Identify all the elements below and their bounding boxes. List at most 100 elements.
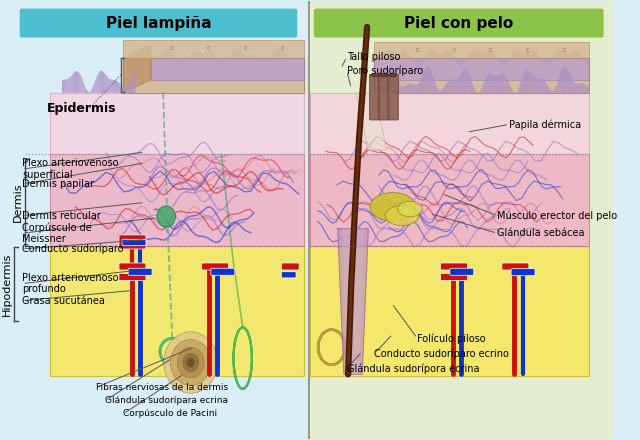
Polygon shape	[115, 80, 116, 93]
Bar	[307, 1, 613, 439]
Polygon shape	[80, 73, 81, 93]
Polygon shape	[50, 246, 304, 376]
FancyBboxPatch shape	[369, 74, 380, 120]
Polygon shape	[424, 67, 426, 93]
Text: Dermis: Dermis	[13, 183, 23, 222]
Text: Fibras nerviosas de la dermis: Fibras nerviosas de la dermis	[96, 383, 228, 392]
Polygon shape	[524, 70, 526, 93]
Text: Folículo piloso: Folículo piloso	[417, 333, 486, 344]
Ellipse shape	[177, 347, 204, 378]
Polygon shape	[507, 77, 509, 93]
Text: c: c	[452, 47, 456, 53]
Polygon shape	[493, 75, 496, 93]
Polygon shape	[532, 75, 535, 93]
Polygon shape	[554, 86, 556, 93]
Text: Piel lampiña: Piel lampiña	[106, 15, 212, 30]
Polygon shape	[485, 76, 487, 93]
Text: Tallo piloso: Tallo piloso	[347, 52, 400, 62]
Polygon shape	[93, 82, 95, 93]
Polygon shape	[86, 89, 87, 93]
Polygon shape	[66, 79, 67, 93]
Polygon shape	[113, 80, 114, 93]
Text: Plexo arteriovenoso
superficial: Plexo arteriovenoso superficial	[22, 158, 118, 180]
Text: Poro sudoríparo: Poro sudoríparo	[347, 66, 423, 76]
Polygon shape	[73, 73, 74, 93]
Polygon shape	[426, 66, 429, 93]
Polygon shape	[124, 40, 304, 58]
FancyBboxPatch shape	[502, 263, 529, 270]
Polygon shape	[85, 87, 86, 93]
Polygon shape	[567, 69, 570, 93]
Ellipse shape	[164, 332, 218, 393]
FancyBboxPatch shape	[282, 263, 299, 270]
Polygon shape	[356, 93, 387, 150]
Polygon shape	[76, 71, 77, 93]
Text: c: c	[244, 45, 248, 51]
Polygon shape	[481, 85, 483, 93]
Polygon shape	[90, 91, 91, 93]
Polygon shape	[413, 84, 415, 93]
Polygon shape	[81, 77, 83, 93]
Text: c: c	[170, 45, 174, 51]
Polygon shape	[415, 84, 418, 93]
FancyBboxPatch shape	[119, 235, 146, 242]
Polygon shape	[74, 72, 75, 93]
Polygon shape	[576, 84, 578, 93]
Polygon shape	[489, 74, 492, 93]
FancyBboxPatch shape	[450, 268, 474, 275]
Polygon shape	[125, 88, 126, 93]
Polygon shape	[390, 66, 392, 93]
Polygon shape	[570, 73, 572, 93]
Text: Epidermis: Epidermis	[47, 102, 116, 115]
Text: Hipodermis: Hipodermis	[2, 253, 12, 316]
Polygon shape	[106, 75, 107, 93]
Polygon shape	[342, 229, 364, 374]
Polygon shape	[124, 44, 151, 93]
Polygon shape	[487, 74, 489, 93]
Polygon shape	[310, 246, 589, 376]
Polygon shape	[97, 73, 99, 93]
Polygon shape	[127, 85, 128, 93]
Polygon shape	[498, 74, 500, 93]
Polygon shape	[374, 58, 589, 80]
Polygon shape	[492, 74, 493, 93]
Polygon shape	[531, 72, 532, 93]
Polygon shape	[104, 73, 105, 93]
Polygon shape	[584, 84, 587, 93]
Polygon shape	[110, 79, 111, 93]
Polygon shape	[550, 89, 552, 93]
Polygon shape	[381, 83, 383, 93]
Polygon shape	[131, 77, 132, 93]
Polygon shape	[476, 92, 479, 93]
Polygon shape	[404, 84, 407, 93]
Polygon shape	[474, 88, 476, 93]
FancyBboxPatch shape	[211, 268, 235, 275]
Polygon shape	[385, 70, 387, 93]
FancyBboxPatch shape	[122, 239, 146, 246]
Polygon shape	[442, 88, 444, 93]
Polygon shape	[105, 73, 106, 93]
Polygon shape	[116, 81, 117, 93]
Text: Papila dérmica: Papila dérmica	[509, 119, 581, 130]
Polygon shape	[71, 75, 72, 93]
Polygon shape	[120, 84, 122, 93]
Text: c: c	[415, 47, 419, 53]
Polygon shape	[522, 73, 524, 93]
Text: Dermis papilar: Dermis papilar	[22, 179, 94, 189]
Polygon shape	[517, 86, 520, 93]
Polygon shape	[374, 86, 376, 93]
Polygon shape	[68, 78, 70, 93]
Polygon shape	[65, 79, 66, 93]
Polygon shape	[50, 154, 304, 246]
FancyBboxPatch shape	[314, 9, 604, 37]
FancyBboxPatch shape	[119, 242, 146, 249]
Polygon shape	[64, 80, 65, 93]
Polygon shape	[444, 84, 446, 93]
Polygon shape	[418, 82, 420, 93]
Text: Glándula sudorípora ecrina: Glándula sudorípora ecrina	[347, 363, 479, 374]
Polygon shape	[310, 93, 589, 154]
FancyBboxPatch shape	[388, 74, 398, 120]
Text: Glándula sebácea: Glándula sebácea	[497, 228, 584, 238]
Polygon shape	[431, 69, 433, 93]
Polygon shape	[91, 89, 92, 93]
